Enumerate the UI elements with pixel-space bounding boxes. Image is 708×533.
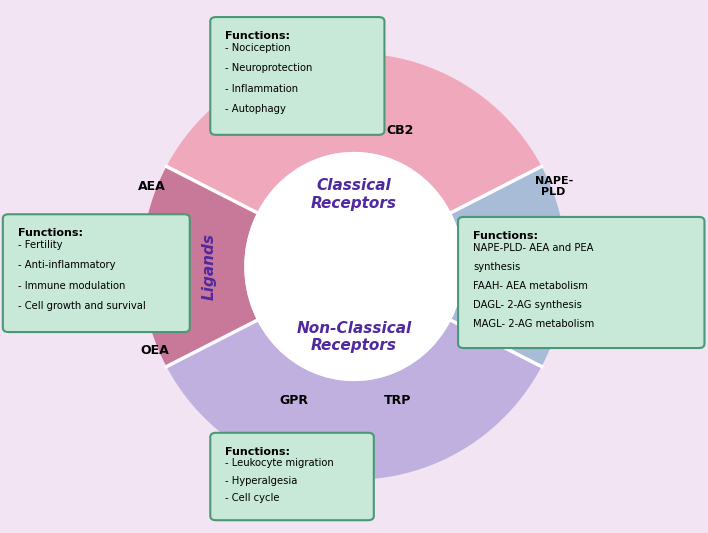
Text: Ligands: Ligands [201, 233, 217, 300]
Text: - Cell growth and survival: - Cell growth and survival [18, 301, 145, 311]
Text: Functions:: Functions: [225, 447, 290, 457]
Text: - Anti-inflammatory: - Anti-inflammatory [18, 260, 115, 270]
Text: DAGL- 2-AG synthesis: DAGL- 2-AG synthesis [473, 300, 582, 310]
Text: Functions:: Functions: [473, 231, 538, 241]
FancyBboxPatch shape [210, 17, 384, 135]
Text: - Autophagy: - Autophagy [225, 104, 286, 114]
Text: - Neuroprotection: - Neuroprotection [225, 63, 312, 73]
Polygon shape [142, 166, 257, 367]
Text: NAPE-
PLD: NAPE- PLD [535, 176, 573, 197]
Text: AEA: AEA [138, 180, 166, 193]
Text: - Leukocyte migration: - Leukocyte migration [225, 458, 334, 469]
Text: - Immune modulation: - Immune modulation [18, 281, 125, 291]
Text: TRP: TRP [384, 394, 411, 407]
Text: FAAH- AEA metabolism: FAAH- AEA metabolism [473, 281, 588, 290]
Text: CB1: CB1 [266, 124, 293, 137]
Text: 2-AG: 2-AG [130, 290, 164, 303]
Text: - Cell cycle: - Cell cycle [225, 493, 280, 503]
FancyBboxPatch shape [3, 214, 190, 332]
Text: Non-Classical
Receptors: Non-Classical Receptors [297, 321, 411, 353]
Text: CB2: CB2 [387, 124, 413, 137]
Text: DAGL: DAGL [538, 286, 576, 298]
Text: Enzymes: Enzymes [491, 229, 507, 304]
FancyBboxPatch shape [458, 217, 704, 348]
Text: NAPE-PLD- AEA and PEA: NAPE-PLD- AEA and PEA [473, 243, 593, 253]
Text: - Inflammation: - Inflammation [225, 84, 298, 94]
Text: MAGL: MAGL [535, 337, 574, 350]
Text: synthesis: synthesis [473, 262, 520, 272]
Text: GPR: GPR [280, 394, 308, 407]
Text: Functions:: Functions: [225, 31, 290, 41]
Text: - Fertility: - Fertility [18, 240, 62, 250]
Text: PEA: PEA [130, 236, 156, 249]
Text: MAGL- 2-AG metabolism: MAGL- 2-AG metabolism [473, 319, 594, 329]
Text: FAAH: FAAH [541, 235, 578, 247]
Text: OEA: OEA [140, 344, 169, 357]
Polygon shape [451, 166, 566, 367]
Polygon shape [166, 320, 542, 480]
Text: Functions:: Functions: [18, 228, 83, 238]
Text: Classical
Receptors: Classical Receptors [311, 179, 397, 211]
Text: - Hyperalgesia: - Hyperalgesia [225, 476, 297, 486]
Text: - Nociception: - Nociception [225, 43, 291, 53]
Polygon shape [166, 53, 542, 213]
Ellipse shape [244, 152, 464, 381]
FancyBboxPatch shape [210, 433, 374, 520]
